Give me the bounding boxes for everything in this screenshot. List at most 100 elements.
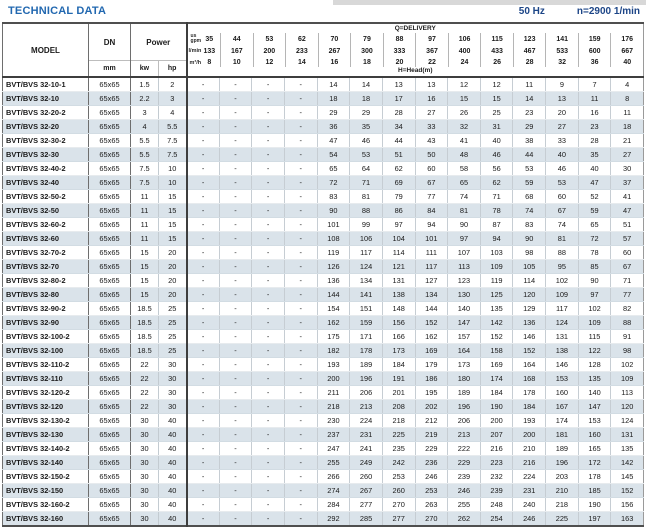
head-value-cell: 255 [316, 455, 350, 470]
head-value-cell: 207 [479, 427, 513, 442]
head-value-cell: 200 [512, 427, 546, 442]
head-value-cell: 40 [577, 161, 611, 176]
model-cell: BVT/BVS 32-90-2 [2, 301, 89, 316]
head-value-cell: - [283, 273, 318, 288]
head-value-cell: 203 [545, 469, 579, 484]
head-value-cell: - [218, 329, 252, 344]
power-units: kw hp [131, 60, 186, 76]
head-value-cell: - [186, 287, 220, 302]
hp-cell: 40 [158, 427, 188, 442]
head-value-cell: 200 [479, 413, 513, 428]
delivery-header-value: 40 [610, 57, 643, 67]
table-row: BVT/BVS 32-40-2 65x65 7.5 10- - - -65 64 62 60 58 5… [2, 161, 644, 176]
head-value-cell: 90 [316, 203, 350, 218]
head-title: H=Head(m) [398, 67, 433, 74]
head-value-cell: - [251, 357, 285, 372]
head-value-cell: 270 [414, 511, 448, 526]
head-value-cell: - [283, 343, 318, 358]
model-cell: BVT/BVS 32-70 [2, 259, 89, 274]
head-value-cell: 58 [447, 161, 481, 176]
head-value-cell: 51 [610, 217, 644, 232]
head-value-cell: 28 [577, 133, 611, 148]
head-value-cell: 164 [447, 343, 481, 358]
head-value-cell: 59 [577, 203, 611, 218]
head-value-cell: - [186, 301, 220, 316]
delivery-header-value: 133 [203, 47, 216, 55]
head-value-cell: - [218, 91, 252, 106]
head-value-cell: 37 [610, 175, 644, 190]
model-cell: BVT/BVS 32-60-2 [2, 217, 89, 232]
head-value-cell: 31 [479, 119, 513, 134]
head-value-cell: 44 [381, 133, 415, 148]
table-row: BVT/BVS 32-70 65x65 15 20- - - -126 124 121 117 11… [2, 259, 644, 274]
head-value-cell: 107 [447, 245, 481, 260]
head-value-cell: - [283, 231, 318, 246]
kw-cell: 22 [130, 399, 159, 414]
head-value-cell: 216 [479, 441, 513, 456]
head-value-cell: 109 [610, 371, 644, 386]
model-column-header: MODEL [2, 23, 89, 78]
head-value-cell: 144 [316, 287, 350, 302]
head-value-cell: 152 [512, 343, 546, 358]
hp-cell: 2 [158, 77, 188, 92]
head-value-cell: - [218, 441, 252, 456]
head-value-cell: 18 [316, 91, 350, 106]
head-value-cell: 164 [512, 357, 546, 372]
delivery-header-value: 88 [382, 33, 416, 45]
head-value-cell: 122 [577, 343, 611, 358]
head-value-cell: - [218, 301, 252, 316]
model-cell: BVT/BVS 32-90 [2, 315, 89, 330]
head-value-cell: 81 [349, 189, 383, 204]
head-value-cell: - [218, 189, 252, 204]
head-value-cell: 165 [577, 441, 611, 456]
hp-cell: 25 [158, 329, 188, 344]
head-value-cell: 159 [349, 315, 383, 330]
head-value-cell: 186 [414, 371, 448, 386]
page-title: TECHNICAL DATA [8, 5, 107, 17]
delivery-header-value: 32 [545, 57, 578, 67]
model-cell: BVT/BVS 32-30-2 [2, 133, 89, 148]
technical-data-table: MODEL DN mm Power kw hp [2, 22, 644, 527]
head-value-cell: 163 [610, 511, 644, 526]
head-value-cell: 67 [414, 175, 448, 190]
hp-cell: 30 [158, 385, 188, 400]
head-value-cell: - [251, 441, 285, 456]
head-value-cell: 41 [610, 189, 644, 204]
head-value-cell: - [283, 287, 318, 302]
head-value-cell: - [283, 329, 318, 344]
model-cell: BVT/BVS 32-120 [2, 399, 89, 414]
kw-cell: 30 [130, 511, 159, 526]
head-value-cell: 64 [349, 161, 383, 176]
head-value-cell: 17 [381, 91, 415, 106]
dn-cell: 65x65 [88, 273, 131, 288]
head-value-cell: 67 [610, 259, 644, 274]
head-value-cell: 169 [414, 343, 448, 358]
head-value-cell: 32 [447, 119, 481, 134]
head-value-cell: 267 [349, 483, 383, 498]
delivery-header-value: 367 [415, 45, 448, 57]
head-value-cell: 125 [479, 287, 513, 302]
head-value-cell: - [283, 455, 318, 470]
head-value-cell: 211 [316, 385, 350, 400]
head-value-cell: 113 [610, 385, 644, 400]
head-value-cell: - [186, 441, 220, 456]
model-cell: BVT/BVS 32-140 [2, 455, 89, 470]
head-value-cell: 79 [381, 189, 415, 204]
head-value-cell: - [186, 133, 220, 148]
head-value-cell: 208 [381, 399, 415, 414]
head-value-cell: 65 [316, 161, 350, 176]
head-value-cell: - [251, 483, 285, 498]
head-value-cell: 97 [447, 231, 481, 246]
head-value-cell: 193 [316, 357, 350, 372]
head-value-cell: 130 [447, 287, 481, 302]
delivery-column-header: us gpm l/min m³/h Q=DELIVERY 35 44 53 62 70 7… [186, 23, 644, 78]
head-value-cell: 14 [316, 77, 350, 92]
head-value-cell: 97 [381, 217, 415, 232]
dn-cell: 65x65 [88, 105, 131, 120]
table-row: BVT/BVS 32-140-2 65x65 30 40- - - -247 241 235 22… [2, 441, 644, 456]
head-value-cell: 65 [577, 217, 611, 232]
head-value-cell: 153 [545, 371, 579, 386]
head-value-cell: 81 [545, 231, 579, 246]
delivery-header-value: 97 [415, 33, 448, 45]
head-value-cell: - [283, 119, 318, 134]
